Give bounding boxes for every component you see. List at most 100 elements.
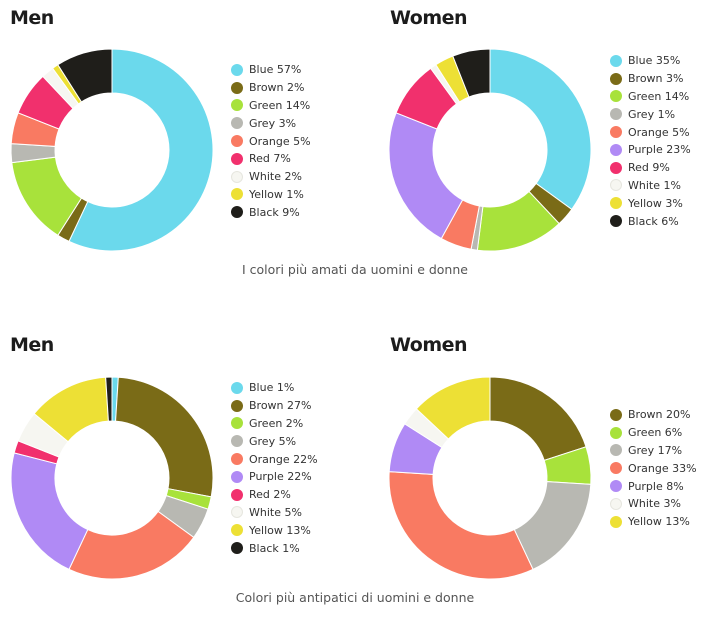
legend-label: Orange 5%: [249, 134, 311, 148]
legend-item-orange: Orange 33%: [610, 459, 697, 477]
slice-yellow: [415, 376, 491, 440]
legend-swatch-black: [231, 206, 243, 219]
legend-item-black: Black 6%: [610, 212, 691, 230]
legend-swatch-white: [231, 170, 243, 183]
legend-women-liked: Blue 35% Brown 3% Green 14% Grey 1% Orange 5…: [610, 52, 691, 230]
legend-swatch-brown: [610, 408, 622, 421]
legend-item-white: White 1%: [610, 177, 691, 195]
legend-label: Green 6%: [628, 426, 683, 440]
chart-title-men-disliked: Men: [10, 334, 54, 356]
chart-title-women-liked: Women: [390, 7, 468, 29]
legend-item-purple: Purple 8%: [610, 477, 697, 495]
legend-item-brown: Brown 20%: [610, 406, 697, 424]
legend-item-white: White 5%: [231, 504, 318, 522]
legend-swatch-black: [231, 542, 243, 555]
slice-blue: [489, 48, 592, 211]
legend-label: Yellow 3%: [628, 196, 683, 210]
legend-item-blue: Blue 35%: [610, 52, 691, 70]
legend-item-white: White 2%: [231, 168, 311, 186]
slice-brown: [115, 376, 214, 498]
legend-item-yellow: Yellow 13%: [231, 521, 318, 539]
legend-label: Brown 3%: [628, 72, 684, 86]
slice-blue: [68, 48, 214, 252]
legend-label: White 1%: [628, 178, 681, 192]
legend-swatch-brown: [231, 399, 243, 412]
legend-label: Blue 57%: [249, 63, 302, 77]
legend-swatch-blue: [610, 54, 622, 67]
legend-swatch-purple: [610, 480, 622, 493]
caption-disliked: Colori più antipatici di uomini e donne: [235, 590, 475, 605]
legend-item-purple: Purple 22%: [231, 468, 318, 486]
legend-label: Yellow 13%: [628, 515, 690, 529]
legend-item-grey: Grey 5%: [231, 432, 318, 450]
legend-swatch-brown: [231, 81, 243, 94]
legend-item-yellow: Yellow 3%: [610, 194, 691, 212]
legend-item-green: Green 6%: [610, 424, 697, 442]
legend-label: Orange 33%: [628, 461, 697, 475]
legend-item-grey: Grey 17%: [610, 442, 697, 460]
slice-black: [105, 376, 113, 422]
legend-label: Green 14%: [249, 98, 311, 112]
donut-chart-men-liked: [10, 48, 214, 252]
legend-item-brown: Brown 2%: [231, 79, 311, 97]
legend-swatch-green: [231, 99, 243, 112]
legend-item-grey: Grey 1%: [610, 105, 691, 123]
slice-purple: [388, 112, 464, 240]
legend-swatch-white: [610, 179, 622, 192]
legend-men-liked: Blue 57% Brown 2% Green 14% Grey 3% Orange 5…: [231, 61, 311, 221]
legend-swatch-black: [610, 215, 622, 228]
legend-men-disliked: Blue 1% Brown 27% Green 2% Grey 5% Orange 22…: [231, 379, 318, 557]
legend-label: Brown 27%: [249, 399, 312, 413]
legend-item-yellow: Yellow 1%: [231, 186, 311, 204]
legend-swatch-yellow: [231, 524, 243, 537]
legend-swatch-purple: [610, 143, 622, 156]
legend-swatch-blue: [231, 63, 243, 76]
legend-label: Grey 3%: [249, 116, 297, 130]
legend-item-blue: Blue 1%: [231, 379, 318, 397]
legend-item-orange: Orange 5%: [610, 123, 691, 141]
legend-item-brown: Brown 3%: [610, 70, 691, 88]
legend-label: Brown 20%: [628, 408, 691, 422]
legend-swatch-green: [610, 90, 622, 103]
legend-label: Purple 23%: [628, 143, 691, 157]
legend-swatch-blue: [231, 381, 243, 394]
legend-swatch-orange: [231, 135, 243, 148]
legend-swatch-yellow: [231, 188, 243, 201]
legend-swatch-white: [610, 497, 622, 510]
legend-label: Orange 5%: [628, 125, 690, 139]
legend-label: Black 9%: [249, 205, 300, 219]
legend-item-orange: Orange 5%: [231, 132, 311, 150]
slice-black: [57, 48, 113, 103]
legend-label: Yellow 13%: [249, 523, 311, 537]
legend-item-red: Red 7%: [231, 150, 311, 168]
legend-label: Red 2%: [249, 488, 291, 502]
legend-swatch-grey: [231, 435, 243, 448]
legend-swatch-yellow: [610, 515, 622, 528]
legend-label: Green 2%: [249, 416, 304, 430]
legend-swatch-grey: [231, 117, 243, 130]
legend-item-blue: Blue 57%: [231, 61, 311, 79]
legend-swatch-green: [231, 417, 243, 430]
legend-swatch-red: [610, 161, 622, 174]
donut-chart-women-liked: [388, 48, 592, 252]
legend-label: Grey 5%: [249, 434, 297, 448]
legend-swatch-orange: [610, 126, 622, 139]
legend-label: Grey 1%: [628, 107, 676, 121]
legend-swatch-orange: [231, 453, 243, 466]
legend-label: Red 7%: [249, 152, 291, 166]
legend-label: Purple 22%: [249, 470, 312, 484]
slice-orange: [388, 471, 534, 580]
legend-label: White 5%: [249, 505, 302, 519]
legend-label: Yellow 1%: [249, 187, 304, 201]
legend-swatch-red: [231, 488, 243, 501]
legend-item-purple: Purple 23%: [610, 141, 691, 159]
legend-swatch-red: [231, 152, 243, 165]
legend-item-green: Green 14%: [610, 88, 691, 106]
legend-label: Green 14%: [628, 89, 690, 103]
legend-label: Grey 17%: [628, 443, 683, 457]
legend-swatch-grey: [610, 108, 622, 121]
legend-label: Blue 1%: [249, 381, 295, 395]
donut-chart-women-disliked: [388, 376, 592, 580]
legend-label: Red 9%: [628, 161, 670, 175]
legend-label: Brown 2%: [249, 81, 305, 95]
